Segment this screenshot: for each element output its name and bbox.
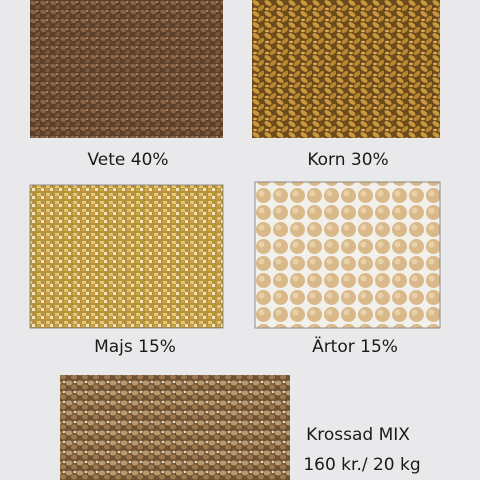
mix-title: Krossad MIX	[306, 425, 410, 445]
mix-sample	[60, 375, 290, 480]
mix-price: 160 kr./ 20 kg	[303, 455, 420, 475]
barley-sample	[252, 0, 440, 138]
sample-label: Korn 30%	[307, 150, 388, 170]
sample-label: Majs 15%	[94, 337, 176, 357]
peas-sample	[254, 181, 441, 329]
maize-sample	[29, 184, 224, 329]
wheat-sample	[30, 0, 223, 138]
sample-label: Vete 40%	[87, 150, 168, 170]
sample-label: Ärtor 15%	[312, 336, 398, 357]
